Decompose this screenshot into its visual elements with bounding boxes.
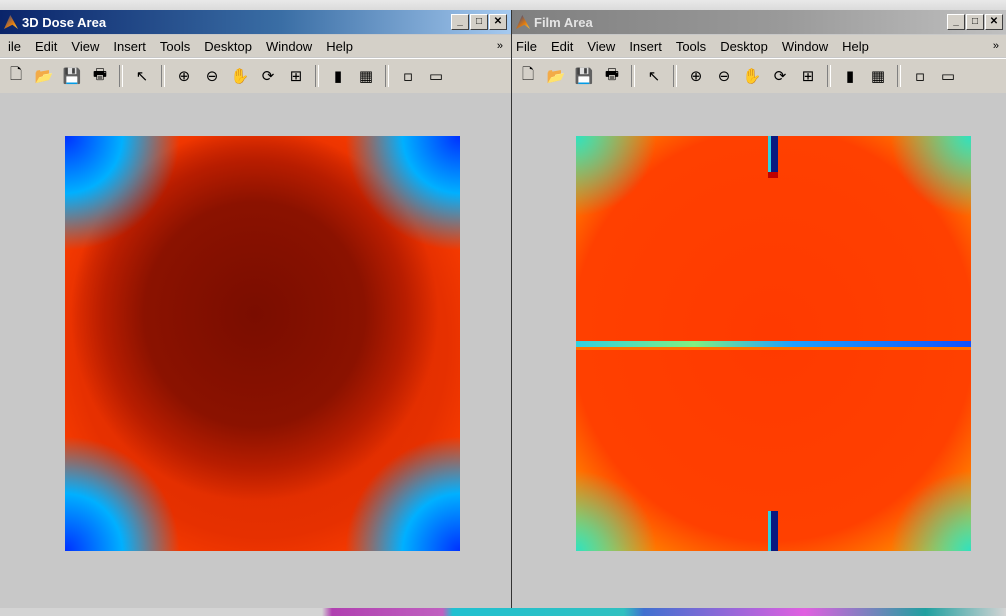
menu-tools[interactable]: Tools — [159, 38, 191, 54]
window-title: Film Area — [534, 14, 593, 30]
close-button[interactable]: ✕ — [985, 14, 1003, 30]
film-slot-top — [768, 136, 778, 178]
select-arrow-icon[interactable]: ↖ — [647, 67, 661, 85]
pan-hand-icon[interactable]: ✋ — [742, 67, 762, 85]
colorbar-icon[interactable]: ▮ — [333, 67, 343, 85]
print-icon[interactable]: 🖶 — [604, 64, 620, 83]
background-window-path — [0, 0, 1006, 12]
film-figure-canvas[interactable] — [512, 93, 1006, 608]
rotate-3d-icon[interactable]: ⟳ — [773, 67, 787, 85]
print-icon[interactable]: 🖶 — [92, 64, 108, 83]
menu-overflow-icon[interactable]: » — [992, 40, 999, 52]
menu-view[interactable]: View — [587, 38, 616, 54]
new-figure-icon[interactable]: 🗋 — [9, 64, 23, 83]
matlab-icon — [4, 15, 18, 29]
zoom-in-icon[interactable]: ⊕ — [689, 67, 703, 85]
menu-file[interactable]: File — [516, 38, 537, 54]
film-titlebar[interactable]: Film Area _ □ ✕ — [512, 10, 1006, 34]
data-cursor-icon[interactable]: ⊞ — [801, 67, 815, 85]
new-figure-icon[interactable]: 🗋 — [521, 64, 535, 83]
close-button[interactable]: ✕ — [489, 14, 507, 30]
toolbar-separator — [631, 65, 635, 87]
save-icon[interactable]: 💾 — [574, 67, 594, 85]
menu-file[interactable]: ile — [8, 38, 22, 54]
zoom-in-icon[interactable]: ⊕ — [177, 67, 191, 85]
menu-view[interactable]: View — [71, 38, 100, 54]
legend-icon[interactable]: ▦ — [870, 67, 886, 85]
show-plot-tools-icon[interactable]: ▭ — [428, 67, 444, 85]
toolbar-separator — [673, 65, 677, 87]
select-arrow-icon[interactable]: ↖ — [135, 67, 149, 85]
toolbar-separator — [315, 65, 319, 87]
toolbar-separator — [827, 65, 831, 87]
maximize-button[interactable]: □ — [470, 14, 488, 30]
film-menubar: File Edit View Insert Tools Desktop Wind… — [512, 35, 1006, 57]
film-slot-bottom — [768, 511, 778, 551]
menu-insert[interactable]: Insert — [113, 38, 146, 54]
film-heatmap-image[interactable] — [576, 136, 971, 551]
hide-plot-tools-icon[interactable]: ▫ — [402, 67, 414, 85]
hide-plot-tools-icon[interactable]: ▫ — [914, 67, 926, 85]
menu-desktop[interactable]: Desktop — [204, 38, 252, 54]
toolbar-separator — [385, 65, 389, 87]
dose-titlebar[interactable]: 3D Dose Area _ □ ✕ — [0, 10, 511, 34]
menu-help[interactable]: Help — [326, 38, 353, 54]
zoom-out-icon[interactable]: ⊖ — [717, 67, 731, 85]
toolbar-separator — [897, 65, 901, 87]
dose-toolbar: 🗋 📂 💾 🖶 ↖ ⊕ ⊖ ✋ ⟳ ⊞ ▮ ▦ ▫ ▭ — [0, 58, 511, 94]
menu-edit[interactable]: Edit — [35, 38, 58, 54]
colorbar-icon[interactable]: ▮ — [845, 67, 855, 85]
menu-overflow-icon[interactable]: » — [496, 40, 503, 52]
matlab-icon — [516, 15, 530, 29]
menu-desktop[interactable]: Desktop — [720, 38, 768, 54]
toolbar-separator — [119, 65, 123, 87]
data-cursor-icon[interactable]: ⊞ — [289, 67, 303, 85]
film-area-window[interactable]: Film Area _ □ ✕ File Edit View Insert To… — [511, 10, 1006, 608]
rotate-3d-icon[interactable]: ⟳ — [261, 67, 275, 85]
menu-tools[interactable]: Tools — [675, 38, 707, 54]
minimize-button[interactable]: _ — [947, 14, 965, 30]
zoom-out-icon[interactable]: ⊖ — [205, 67, 219, 85]
minimize-button[interactable]: _ — [451, 14, 469, 30]
toolbar-separator — [161, 65, 165, 87]
dose-figure-canvas[interactable] — [0, 93, 511, 608]
taskbar-strip — [0, 608, 1006, 616]
film-toolbar: 🗋 📂 💾 🖶 ↖ ⊕ ⊖ ✋ ⟳ ⊞ ▮ ▦ ▫ ▭ — [512, 58, 1006, 94]
menu-help[interactable]: Help — [842, 38, 869, 54]
pan-hand-icon[interactable]: ✋ — [230, 67, 250, 85]
legend-icon[interactable]: ▦ — [358, 67, 374, 85]
dose-menubar: ile Edit View Insert Tools Desktop Windo… — [0, 35, 511, 57]
menu-insert[interactable]: Insert — [629, 38, 662, 54]
show-plot-tools-icon[interactable]: ▭ — [940, 67, 956, 85]
menu-edit[interactable]: Edit — [550, 38, 574, 54]
open-file-icon[interactable]: 📂 — [546, 67, 566, 85]
save-icon[interactable]: 💾 — [62, 67, 82, 85]
maximize-button[interactable]: □ — [966, 14, 984, 30]
film-seam — [576, 341, 971, 350]
dose-area-window[interactable]: 3D Dose Area _ □ ✕ ile Edit View Insert … — [0, 10, 512, 608]
dose-heatmap-image[interactable] — [65, 136, 460, 551]
menu-window[interactable]: Window — [265, 38, 313, 54]
open-file-icon[interactable]: 📂 — [34, 67, 54, 85]
menu-window[interactable]: Window — [781, 38, 829, 54]
window-title: 3D Dose Area — [22, 14, 107, 30]
